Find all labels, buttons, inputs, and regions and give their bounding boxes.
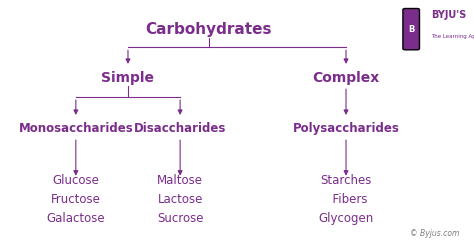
Text: Disaccharides: Disaccharides	[134, 122, 226, 135]
Text: BYJU'S: BYJU'S	[431, 9, 466, 20]
FancyBboxPatch shape	[403, 9, 419, 50]
Text: Maltose
Lactose
Sucrose: Maltose Lactose Sucrose	[157, 174, 203, 225]
Text: B: B	[408, 25, 415, 34]
Text: © Byjus.com: © Byjus.com	[410, 229, 460, 238]
Text: The Learning App: The Learning App	[431, 34, 474, 39]
Text: Carbohydrates: Carbohydrates	[146, 22, 272, 37]
Text: Polysaccharides: Polysaccharides	[292, 122, 400, 135]
Text: Simple: Simple	[101, 71, 155, 85]
Text: Starches
  Fibers
Glycogen: Starches Fibers Glycogen	[319, 174, 374, 225]
Text: Glucose
Fructose
Galactose: Glucose Fructose Galactose	[46, 174, 105, 225]
Text: Monosaccharides: Monosaccharides	[18, 122, 133, 135]
Text: Complex: Complex	[312, 71, 380, 85]
